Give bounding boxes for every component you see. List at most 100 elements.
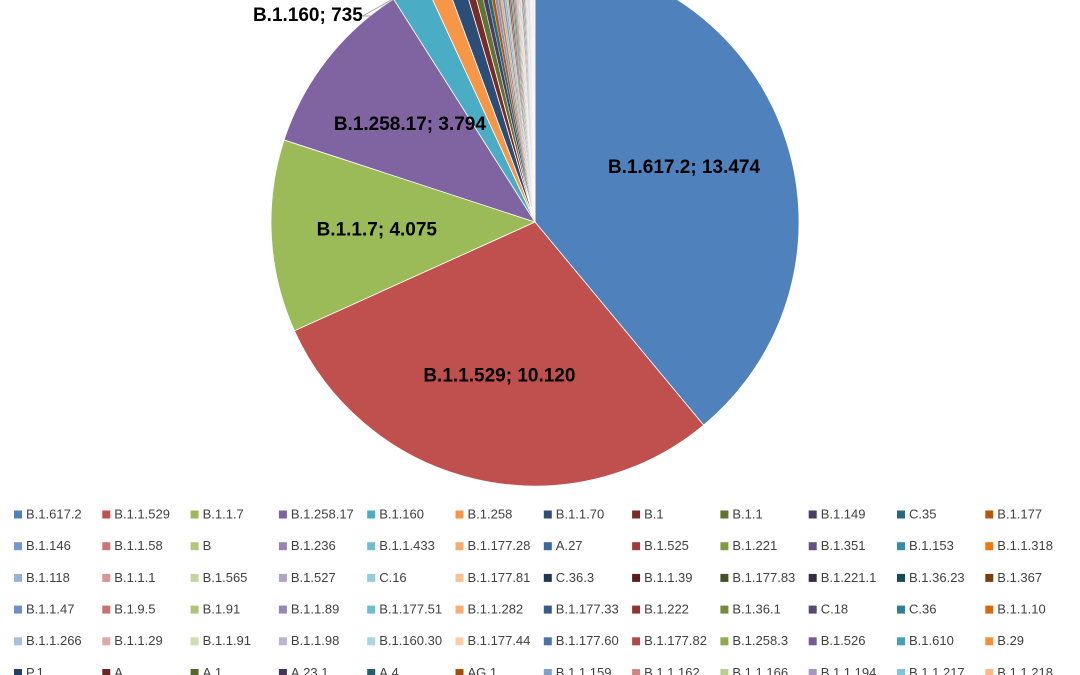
legend-swatch-B.1.1.194 <box>808 669 817 675</box>
legend-label-B.1.1.70: B.1.1.70 <box>556 506 604 521</box>
legend-swatch-B.1.1.529 <box>102 510 111 519</box>
legend-swatch-B.29 <box>985 637 994 646</box>
pie-slice-B.1.1.529 <box>293 221 705 487</box>
legend-label-B.1.1.433: B.1.1.433 <box>379 538 435 553</box>
legend-swatch-B.1.1.166 <box>720 669 729 675</box>
legend-swatch-B.1.36.1 <box>720 605 729 614</box>
legend-label-B.1.1.266: B.1.1.266 <box>26 633 82 648</box>
legend-swatch-B.1.1 <box>720 510 729 519</box>
legend-label-B.1.1.39: B.1.1.39 <box>644 570 692 585</box>
legend-label-B.1.1.166: B.1.1.166 <box>732 665 788 675</box>
legend-swatch-B.1.1.217 <box>897 669 905 675</box>
legend-swatch-B.1.1.282 <box>455 605 464 614</box>
legend-label-B.1.565: B.1.565 <box>203 570 248 585</box>
legend-label-B.1.610: B.1.610 <box>909 633 954 648</box>
legend-swatch-P.1 <box>14 669 22 675</box>
legend-label-C.36.3: C.36.3 <box>556 570 594 585</box>
legend-swatch-B.1.258 <box>455 510 464 519</box>
pie-slice-B.1.118 <box>516 0 536 223</box>
legend-swatch-B.1.153 <box>897 542 905 551</box>
legend-label-B.1.236: B.1.236 <box>291 538 336 553</box>
legend-swatch-B.1.1.318 <box>985 542 994 551</box>
pie-slice-B.1.1.58 <box>497 0 536 223</box>
legend-swatch-B.1.1.98 <box>278 637 287 646</box>
legend-swatch-B.1.565 <box>190 573 199 582</box>
legend-swatch-B.1.1.58 <box>102 542 111 551</box>
legend-label-B.1.1.529: B.1.1.529 <box>114 506 170 521</box>
legend-label-B.1.1.159: B.1.1.159 <box>556 665 612 675</box>
pie-slice-B.1.1 <box>476 0 536 223</box>
legend-swatch-B.1.1.159 <box>543 669 552 675</box>
legend-swatch-B.1.1.29 <box>102 637 111 646</box>
legend-label-B.29: B.29 <box>997 633 1024 648</box>
legend-label-B.1.177.28: B.1.177.28 <box>468 538 531 553</box>
pie-slice-B.1.1.1 <box>517 0 536 223</box>
legend-label-B.1.177.83: B.1.177.83 <box>732 570 795 585</box>
legend-swatch-B.1.1.91 <box>190 637 199 646</box>
legend-swatch-C.36 <box>897 605 905 614</box>
legend-swatch-B.1.1.7 <box>190 510 199 519</box>
legend-swatch-B.1.222 <box>632 605 641 614</box>
pie-slice-B.1.177.83 <box>523 0 536 223</box>
pie-slice-B.1.351 <box>512 0 536 223</box>
legend: B.1.617.2 B.1.1.529 B.1.1.7 B.1.258.17 B.1.1… <box>14 506 1053 675</box>
legend-label-B.1.258: B.1.258 <box>468 506 513 521</box>
legend-label-B.1.221.1: B.1.221.1 <box>821 570 877 585</box>
legend-swatch-B.1.160.30 <box>367 637 376 646</box>
legend-label-P.1: P.1 <box>26 665 44 675</box>
legend-label-B.1.367: B.1.367 <box>997 570 1042 585</box>
legend-label-B.1.1.47: B.1.1.47 <box>26 602 74 617</box>
legend-label-B.1.118: B.1.118 <box>26 570 70 585</box>
legend-label-B.1.1.7: B.1.1.7 <box>203 506 244 521</box>
pie-slice-B.1.610 <box>532 0 536 223</box>
legend-swatch-B.1.258.17 <box>278 510 287 519</box>
pie-slice-B.1.258.17 <box>283 0 536 223</box>
leader-line-B.1.160 <box>360 0 393 17</box>
pie-slices <box>270 0 800 487</box>
legend-label-B.1.221: B.1.221 <box>732 538 777 553</box>
legend-swatch-B.1.1.218 <box>985 669 994 675</box>
legend-label-B.1.146: B.1.146 <box>26 538 71 553</box>
pie-slice-B.1.153 <box>514 0 536 223</box>
pie-slice-B.1.1.7 <box>270 139 537 332</box>
legend-label-B.1.1.29: B.1.1.29 <box>114 633 162 648</box>
legend-label-B.1.36.23: B.1.36.23 <box>909 570 965 585</box>
pie-slice-B.1.236 <box>502 0 536 223</box>
legend-label-AG.1: AG.1 <box>468 665 498 675</box>
legend-swatch-B.1.1.70 <box>543 510 552 519</box>
legend-label-B.1.258.3: B.1.258.3 <box>732 633 788 648</box>
legend-swatch-B.1.236 <box>278 542 287 551</box>
data-label-B.1.617.2: B.1.617.2; 13.474 <box>608 157 761 178</box>
legend-swatch-A.1 <box>190 669 199 675</box>
data-labels: B.1.617.2; 13.474 B.1.1.529; 10.120 B.1.1.… <box>253 0 761 386</box>
legend-label-A.23.1: A.23.1 <box>291 665 329 675</box>
legend-label-B.1.160: B.1.160 <box>379 506 424 521</box>
legend-label-B.1.9.5: B.1.9.5 <box>114 602 155 617</box>
legend-swatch-B.1.177.82 <box>632 637 641 646</box>
legend-label-B.1.177: B.1.177 <box>997 506 1042 521</box>
legend-label-B.1.177.81: B.1.177.81 <box>468 570 531 585</box>
legend-label-B.1.526: B.1.526 <box>821 633 866 648</box>
legend-swatch-B.1.160 <box>367 510 376 519</box>
legend-swatch-B <box>190 542 199 551</box>
pie-slice-C.35 <box>487 0 536 223</box>
legend-swatch-B.1.9.5 <box>102 605 111 614</box>
legend-label-A: A <box>114 665 123 675</box>
pie-slice-B.1.1.318 <box>515 0 536 223</box>
legend-label-B.1.527: B.1.527 <box>291 570 336 585</box>
pie-slice-B <box>500 0 536 223</box>
legend-swatch-B.1.221.1 <box>808 573 817 582</box>
legend-label-B.1.177.51: B.1.177.51 <box>379 602 442 617</box>
legend-swatch-B.1.177.28 <box>455 542 464 551</box>
legend-swatch-B.1.177.51 <box>367 605 376 614</box>
legend-swatch-B.1.177.60 <box>543 637 552 646</box>
pie-slice-B.1.258.3 <box>532 0 536 223</box>
pie-slice-B.1.160 <box>393 0 536 223</box>
pie-slice-B.1.1.70 <box>452 0 536 223</box>
legend-label-B.1.1.217: B.1.1.217 <box>909 665 965 675</box>
data-label-B.1.160: B.1.160; 735 <box>253 5 363 26</box>
pie-slice-B.1.221 <box>511 0 536 223</box>
pie-slice-B.1.177.28 <box>506 0 536 223</box>
legend-swatch-B.1.526 <box>808 637 817 646</box>
legend-swatch-B.1.177.44 <box>455 637 464 646</box>
